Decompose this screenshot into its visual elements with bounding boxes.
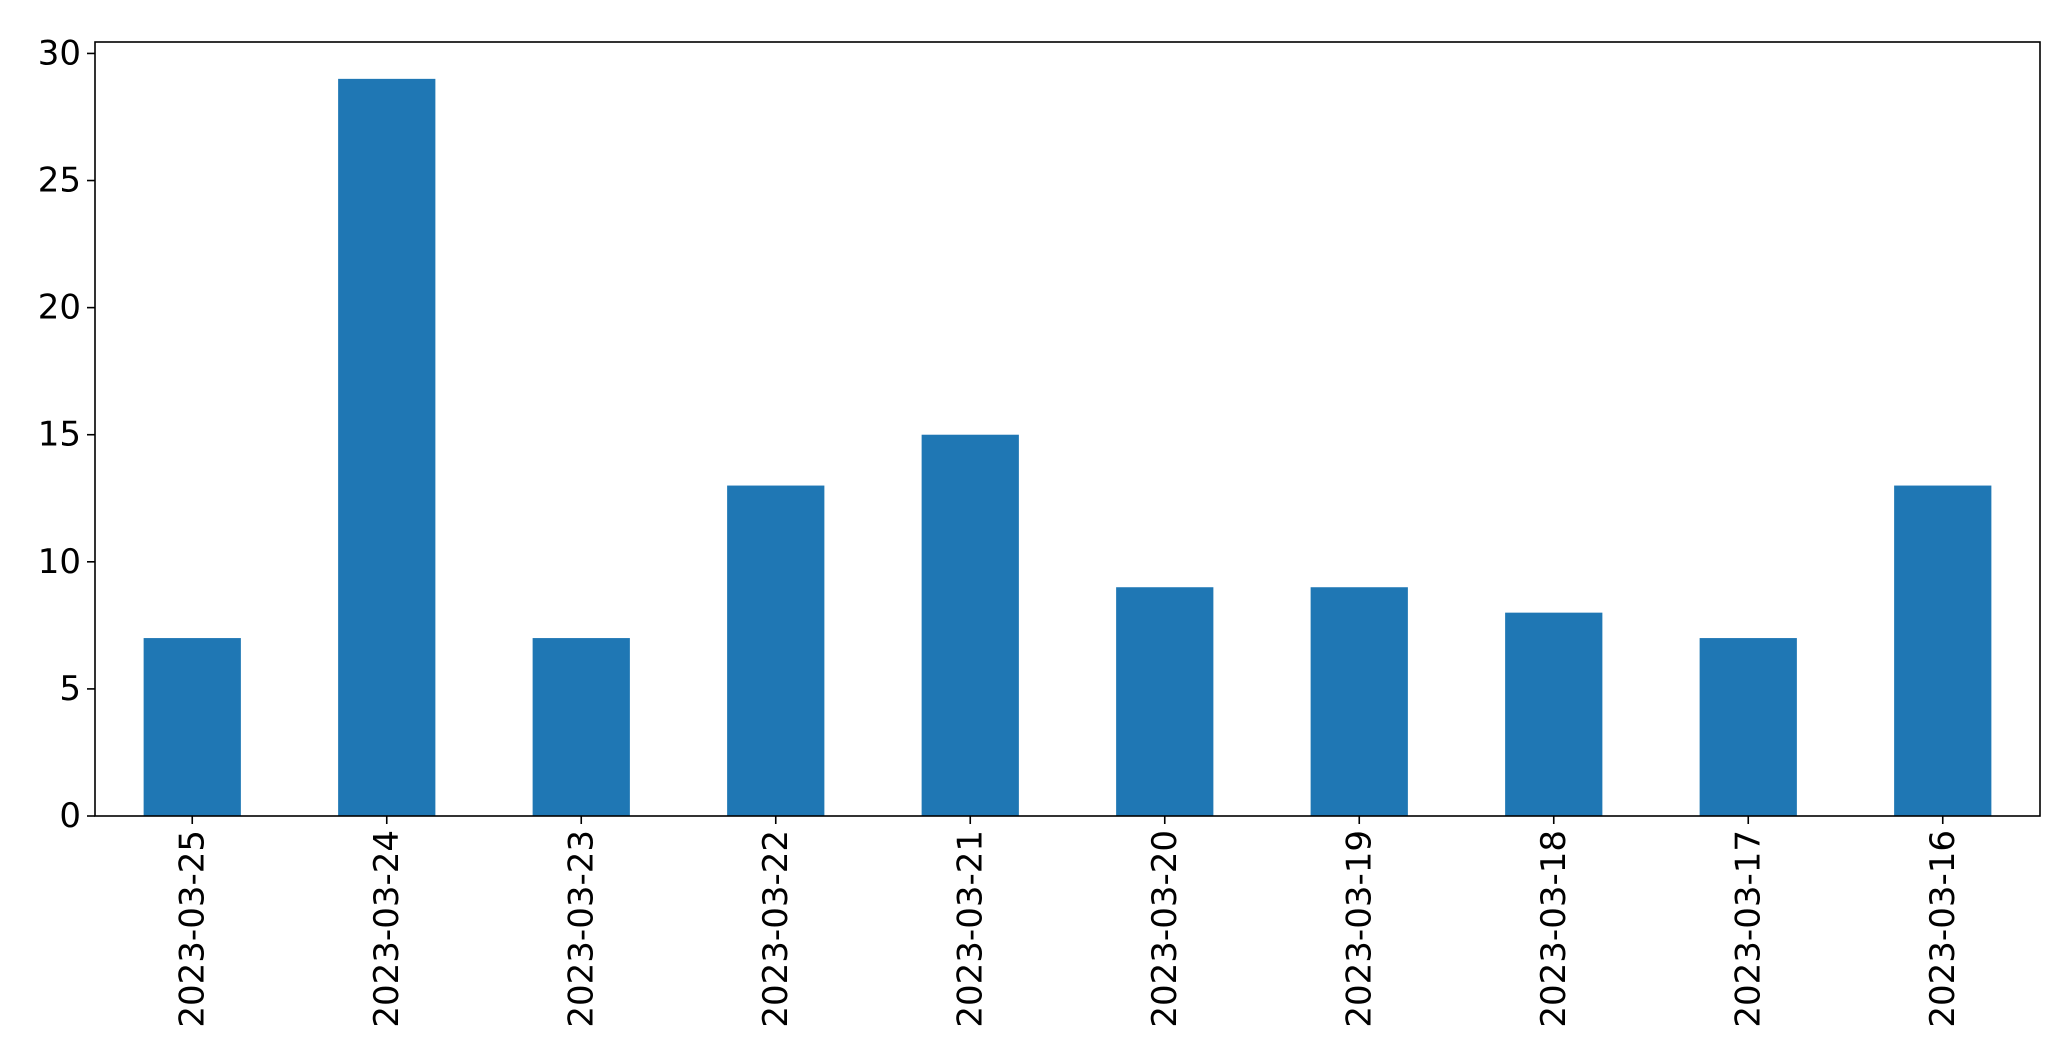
y-tick-label: 15 <box>38 415 81 455</box>
x-tick-label: 2023-03-17 <box>1728 830 1768 1028</box>
x-tick-label: 2023-03-23 <box>561 830 601 1028</box>
x-tick-label: 2023-03-24 <box>367 830 407 1028</box>
x-tick-label: 2023-03-16 <box>1923 830 1963 1028</box>
bar <box>1505 612 1603 816</box>
bar <box>1894 485 1992 816</box>
y-tick-label: 25 <box>38 161 81 201</box>
y-tick-label: 10 <box>38 542 81 582</box>
y-tick-label: 5 <box>59 669 81 709</box>
x-tick-label: 2023-03-20 <box>1145 830 1185 1028</box>
x-tick-label: 2023-03-18 <box>1534 830 1574 1028</box>
bar <box>338 78 436 817</box>
bar <box>1699 638 1797 816</box>
x-tick-label: 2023-03-22 <box>756 830 796 1028</box>
bars-group <box>143 78 1992 817</box>
y-tick-label: 0 <box>59 796 81 836</box>
y-tick-label: 20 <box>38 288 81 328</box>
x-tick-label: 2023-03-19 <box>1339 830 1379 1028</box>
plot-frame <box>94 41 2041 817</box>
bar <box>727 485 825 816</box>
bar <box>1310 587 1408 816</box>
x-tick-label: 2023-03-25 <box>172 830 212 1028</box>
y-tick-label: 30 <box>38 33 81 73</box>
bar <box>143 638 241 816</box>
bar <box>532 638 630 816</box>
bar <box>921 434 1019 816</box>
bar <box>1116 587 1214 816</box>
x-tick-label: 2023-03-21 <box>950 830 990 1028</box>
y-axis-ticks: 0 5 10 15 20 25 30 <box>38 33 95 836</box>
x-axis-ticks: 2023-03-25 2023-03-24 2023-03-23 2023-03-22… <box>172 816 1963 1028</box>
